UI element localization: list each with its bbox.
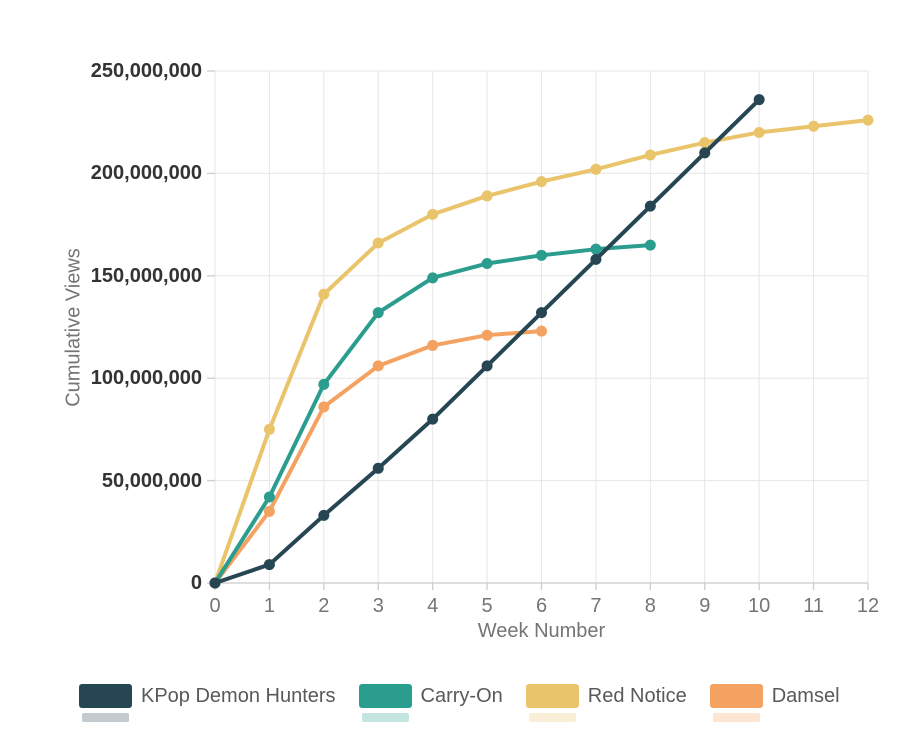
legend-label: KPop Demon Hunters (141, 684, 336, 707)
x-tick-label: 3 (372, 595, 384, 617)
data-point-red-notice-week-11[interactable] (808, 120, 820, 132)
x-tick-label: 5 (481, 595, 493, 617)
legend-swatch-damsel (709, 684, 763, 722)
legend-label: Carry-On (420, 684, 503, 707)
legend-swatch-carry-on (358, 684, 412, 722)
legend-item-carry-on[interactable]: Carry-On (358, 684, 503, 722)
data-point-carry-on-week-8[interactable] (644, 239, 656, 251)
data-point-damsel-week-6[interactable] (536, 325, 547, 337)
data-point-damsel-week-2[interactable] (318, 401, 330, 413)
data-point-damsel-week-4[interactable] (427, 339, 439, 351)
gridlines (214, 70, 869, 583)
x-axis-title: Week Number (477, 620, 606, 642)
y-tick-label: 150,000,000 (90, 264, 202, 287)
legend-label: Red Notice (587, 684, 687, 707)
series-red-notice (209, 114, 874, 589)
data-point-kpop-demon-hunters-week-9[interactable] (699, 147, 711, 159)
legend-swatch-red-notice (525, 684, 579, 722)
y-tick-label: 250,000,000 (90, 60, 202, 82)
data-point-damsel-week-5[interactable] (481, 329, 493, 341)
axes (207, 70, 869, 590)
data-point-red-notice-week-2[interactable] (318, 288, 330, 300)
y-tick-label: 0 (190, 572, 202, 594)
data-point-damsel-week-1[interactable] (263, 505, 275, 517)
y-tick-label: 100,000,000 (90, 367, 202, 390)
x-tick-label: 8 (644, 595, 656, 617)
data-point-red-notice-week-8[interactable] (644, 149, 656, 161)
data-point-kpop-demon-hunters-week-5[interactable] (481, 360, 493, 372)
x-tick-label: 4 (427, 595, 439, 617)
series-kpop-demon-hunters (209, 94, 765, 589)
x-tick-label: 10 (748, 595, 771, 617)
x-tick-label: 2 (318, 595, 330, 617)
data-point-kpop-demon-hunters-week-10[interactable] (753, 94, 765, 106)
data-point-carry-on-week-6[interactable] (536, 249, 547, 261)
x-tick-label: 12 (856, 595, 880, 617)
data-point-kpop-demon-hunters-week-4[interactable] (427, 413, 439, 425)
x-tick-label: 11 (803, 595, 824, 617)
data-point-red-notice-week-9[interactable] (699, 137, 711, 149)
x-tick-label: 7 (590, 595, 602, 617)
data-point-kpop-demon-hunters-week-0[interactable] (209, 577, 221, 589)
data-point-red-notice-week-5[interactable] (481, 190, 493, 202)
data-point-red-notice-week-4[interactable] (427, 208, 439, 220)
data-point-carry-on-week-5[interactable] (481, 258, 493, 270)
data-point-red-notice-week-12[interactable] (862, 114, 874, 126)
data-point-kpop-demon-hunters-week-2[interactable] (318, 509, 330, 521)
data-point-carry-on-week-7[interactable] (590, 243, 602, 255)
series-damsel (209, 325, 547, 589)
data-point-red-notice-week-10[interactable] (753, 126, 765, 138)
data-point-carry-on-week-2[interactable] (318, 378, 330, 390)
data-point-red-notice-week-1[interactable] (263, 423, 275, 435)
data-point-kpop-demon-hunters-week-1[interactable] (263, 559, 275, 571)
legend-item-kpop-demon-hunters[interactable]: KPop Demon Hunters (79, 684, 336, 722)
legend-item-red-notice[interactable]: Red Notice (525, 684, 687, 722)
data-point-kpop-demon-hunters-week-8[interactable] (644, 200, 656, 212)
data-point-kpop-demon-hunters-week-7[interactable] (590, 253, 602, 265)
legend-item-damsel[interactable]: Damsel (709, 684, 840, 722)
data-point-damsel-week-3[interactable] (372, 360, 384, 372)
x-tick-label: 1 (263, 595, 275, 617)
y-tick-label: 50,000,000 (101, 469, 202, 492)
legend-swatch-kpop-demon-hunters (79, 684, 132, 722)
data-point-red-notice-week-7[interactable] (590, 163, 602, 175)
data-point-kpop-demon-hunters-week-3[interactable] (372, 462, 384, 474)
x-tick-label: 6 (535, 595, 548, 617)
legend-label: Damsel (771, 684, 840, 707)
data-point-carry-on-week-3[interactable] (372, 307, 384, 319)
data-point-kpop-demon-hunters-week-6[interactable] (536, 307, 547, 319)
x-tick-label: 0 (209, 595, 221, 617)
data-point-red-notice-week-6[interactable] (536, 176, 547, 188)
data-point-carry-on-week-4[interactable] (427, 272, 439, 284)
x-tick-label: 9 (699, 595, 711, 617)
y-tick-label: 200,000,000 (90, 162, 202, 185)
data-point-carry-on-week-1[interactable] (263, 491, 275, 503)
y-axis-title: Cumulative Views (62, 248, 85, 407)
data-point-red-notice-week-3[interactable] (372, 237, 384, 249)
legend: KPop Demon Hunters Carry-On Red Notice Dams… (79, 684, 840, 722)
